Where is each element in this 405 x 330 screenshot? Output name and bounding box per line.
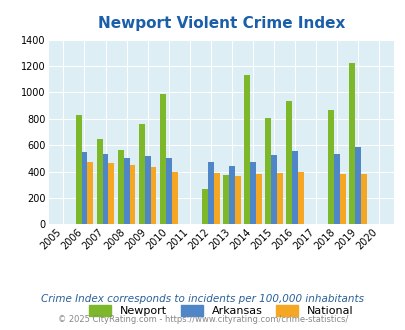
Bar: [297, 172, 303, 224]
Text: © 2025 CityRating.com - https://www.cityrating.com/crime-statistics/: © 2025 CityRating.com - https://www.city…: [58, 315, 347, 324]
Bar: [255, 174, 261, 224]
Bar: [264, 118, 270, 224]
Bar: [108, 163, 114, 224]
Bar: [327, 110, 333, 224]
Bar: [207, 162, 213, 224]
Bar: [117, 150, 124, 224]
Bar: [243, 75, 249, 224]
Bar: [139, 124, 144, 224]
Bar: [160, 94, 165, 224]
Bar: [150, 167, 156, 224]
Bar: [286, 101, 291, 224]
Bar: [339, 174, 345, 224]
Bar: [102, 154, 108, 224]
Bar: [291, 151, 297, 224]
Title: Newport Violent Crime Index: Newport Violent Crime Index: [97, 16, 344, 31]
Bar: [81, 152, 87, 224]
Bar: [270, 155, 276, 224]
Bar: [87, 162, 93, 224]
Bar: [96, 139, 102, 224]
Bar: [360, 174, 366, 224]
Bar: [276, 173, 282, 224]
Bar: [75, 115, 81, 224]
Bar: [333, 154, 339, 224]
Text: Crime Index corresponds to incidents per 100,000 inhabitants: Crime Index corresponds to incidents per…: [41, 294, 364, 304]
Bar: [213, 173, 219, 224]
Bar: [165, 158, 171, 224]
Bar: [124, 158, 129, 224]
Bar: [348, 63, 354, 224]
Bar: [354, 147, 360, 224]
Bar: [228, 166, 234, 224]
Bar: [171, 172, 177, 224]
Legend: Newport, Arkansas, National: Newport, Arkansas, National: [84, 300, 357, 320]
Bar: [144, 156, 150, 224]
Bar: [234, 176, 240, 224]
Bar: [129, 165, 135, 224]
Bar: [222, 175, 228, 224]
Bar: [249, 162, 255, 224]
Bar: [201, 189, 207, 224]
